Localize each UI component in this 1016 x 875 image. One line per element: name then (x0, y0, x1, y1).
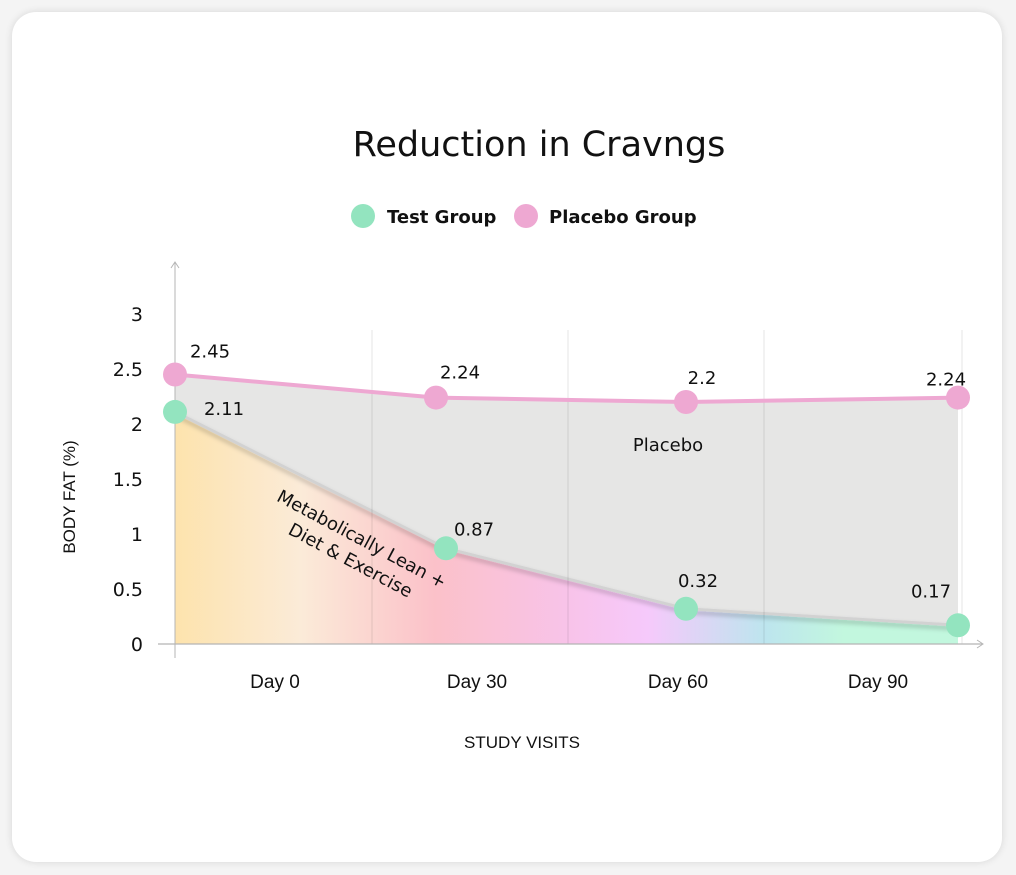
placebo-data-label: 2.45 (190, 342, 230, 363)
placebo-data-point[interactable] (674, 390, 698, 414)
x-tick-label: Day 90 (848, 672, 908, 693)
legend-label-test-group: Test Group (387, 207, 497, 228)
x-tick-label: Day 60 (648, 672, 708, 693)
test-data-label: 0.17 (911, 581, 951, 602)
y-tick-label: 1.5 (113, 469, 143, 491)
gridlines (371, 330, 963, 644)
y-tick-label: 3 (131, 304, 143, 326)
y-axis-label: BODY FAT (%) (60, 440, 79, 553)
legend-label-placebo-group: Placebo Group (549, 207, 697, 228)
legend-marker-placebo-group (514, 204, 538, 228)
legend-marker-test-group (351, 204, 375, 228)
data-labels: 2.45 2.24 2.2 2.24 2.11 0.87 0.32 0.17 (190, 342, 966, 603)
x-axis-label: STUDY VISITS (464, 733, 580, 752)
x-axis-arrow-icon (976, 639, 984, 649)
legend: Test Group Placebo Group (351, 204, 697, 228)
y-tick-label: 1 (131, 524, 143, 546)
placebo-data-label: 2.24 (926, 370, 966, 391)
test-data-label: 2.11 (204, 399, 244, 420)
placebo-data-point[interactable] (424, 385, 448, 410)
test-data-label: 0.87 (454, 519, 494, 540)
y-axis (170, 261, 180, 658)
placebo-data-point[interactable] (946, 385, 970, 410)
test-line-shadow (174, 410, 959, 627)
placebo-group-line (174, 372, 959, 404)
y-axis-arrow-icon (170, 261, 180, 269)
test-data-point[interactable] (434, 536, 458, 561)
test-data-point[interactable] (674, 596, 698, 621)
x-axis (158, 639, 984, 649)
x-tick-labels: Day 0 Day 30 Day 60 Day 90 (250, 672, 908, 693)
test-data-point[interactable] (946, 613, 970, 638)
x-tick-label: Day 30 (447, 672, 507, 693)
y-tick-label: 0 (131, 634, 143, 656)
x-tick-label: Day 0 (250, 672, 300, 693)
test-area (175, 411, 958, 644)
legend-item-placebo-group[interactable]: Placebo Group (514, 204, 697, 228)
placebo-data-label: 2.2 (688, 368, 717, 389)
test-data-label: 0.32 (678, 571, 718, 592)
legend-item-test-group[interactable]: Test Group (351, 204, 497, 228)
placebo-data-label: 2.24 (440, 363, 480, 384)
y-tick-label: 0.5 (113, 579, 143, 601)
placebo-data-point[interactable] (163, 362, 187, 387)
data-points (163, 362, 970, 638)
chart-title: Reduction in Cravngs (353, 125, 726, 165)
y-tick-labels: 0 0.5 1 1.5 2 2.5 3 (113, 304, 143, 656)
y-tick-label: 2.5 (113, 359, 143, 381)
placebo-area-annotation: Placebo (633, 435, 703, 456)
y-tick-label: 2 (131, 414, 143, 436)
test-data-point[interactable] (163, 399, 187, 424)
